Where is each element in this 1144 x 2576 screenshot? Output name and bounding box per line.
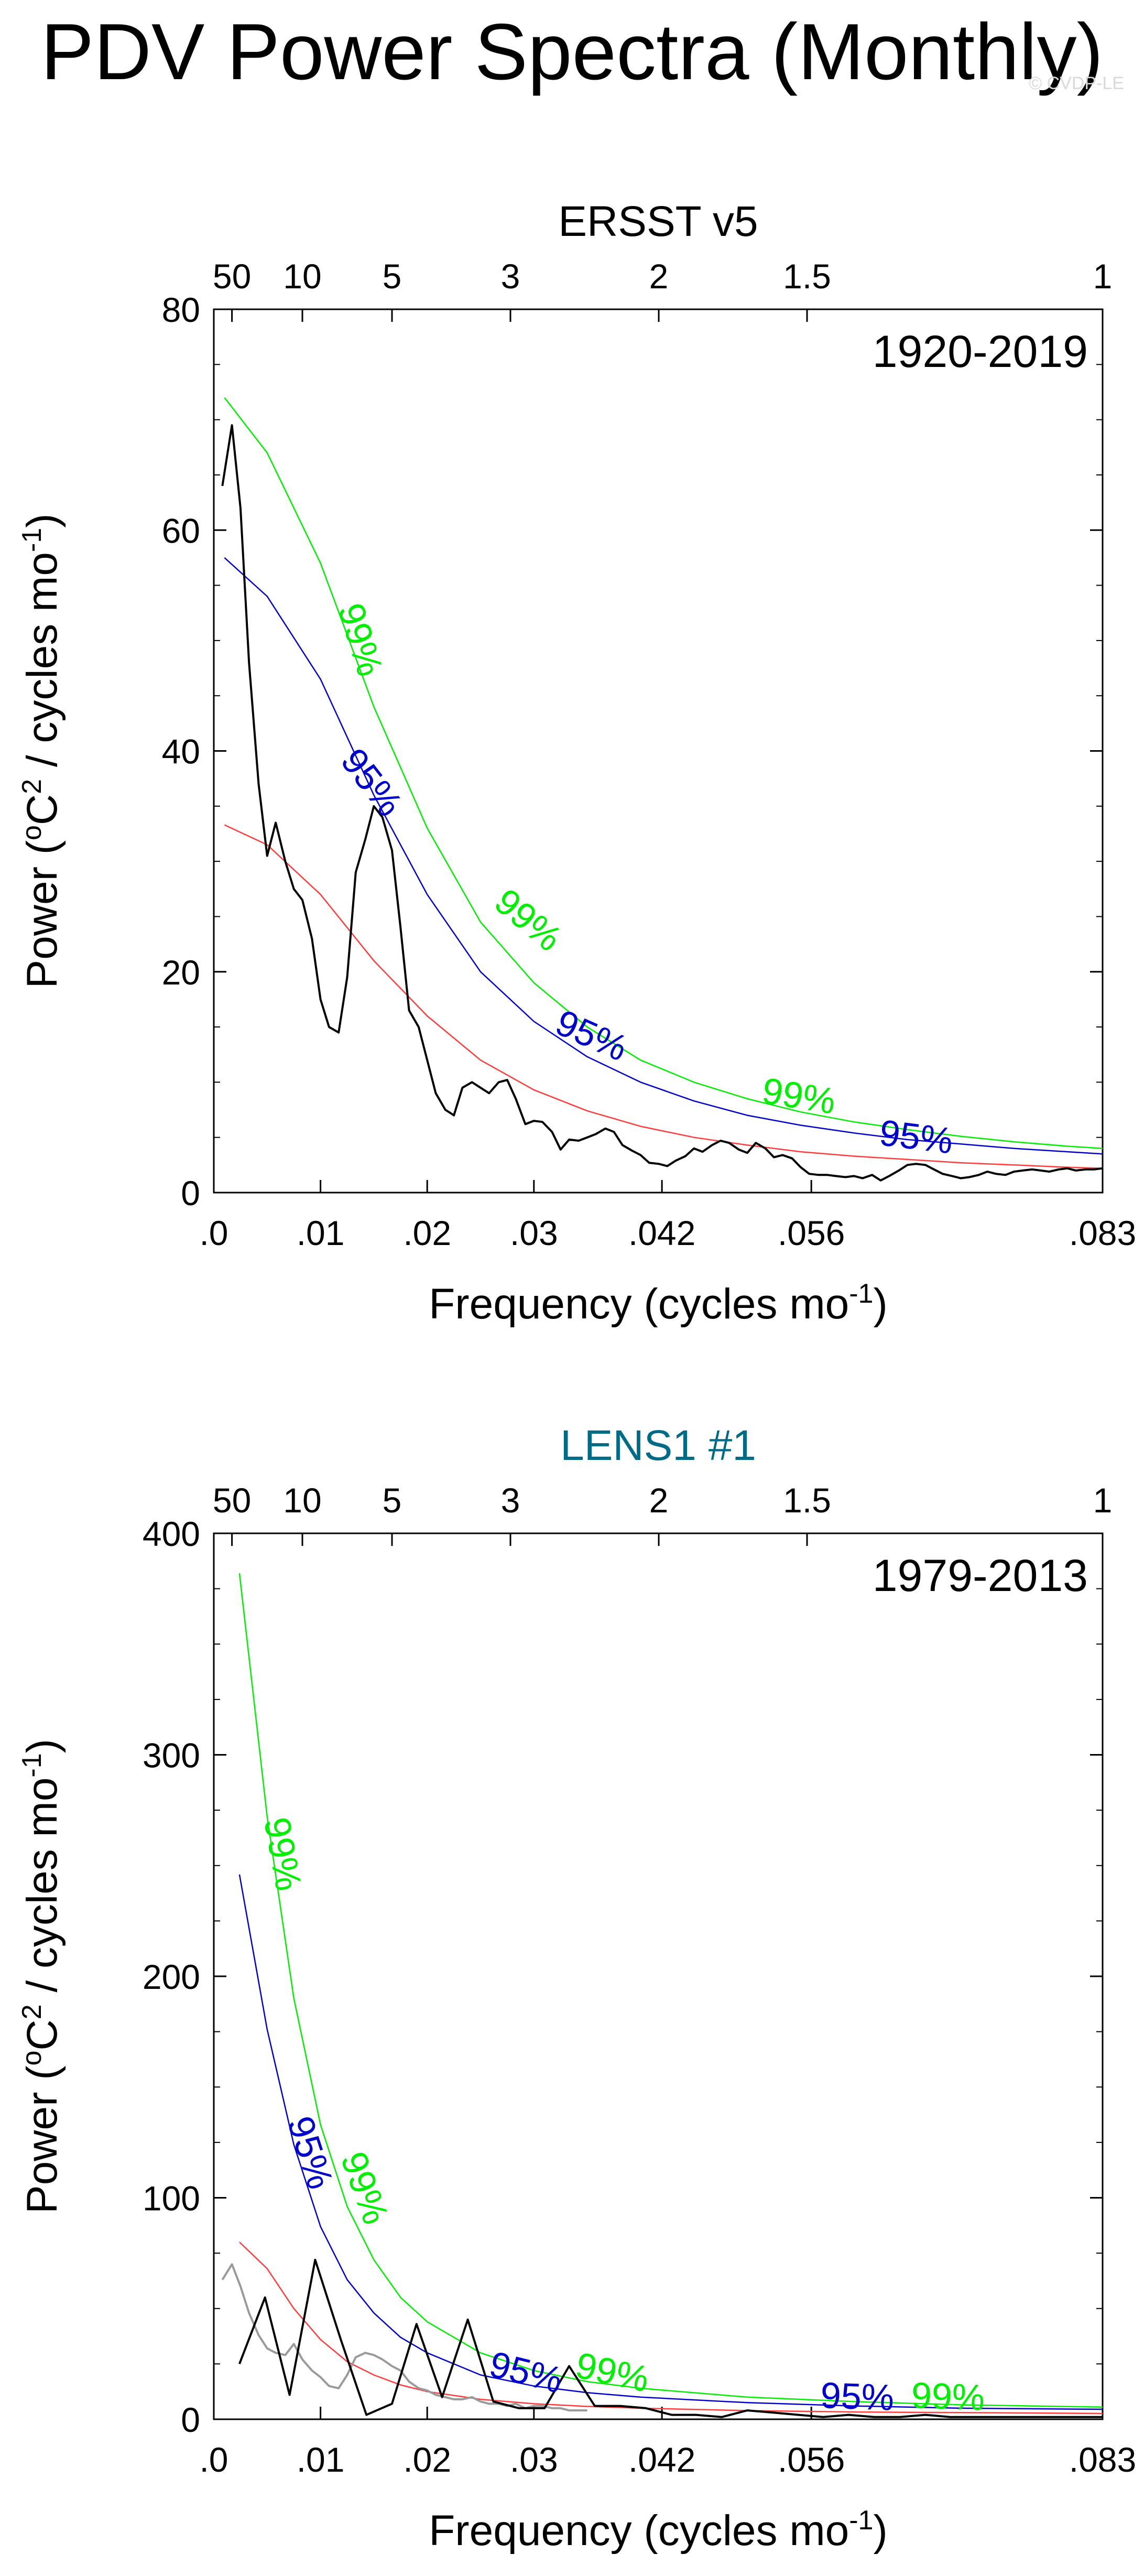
chart1-curve-label: 99% [487, 881, 569, 959]
chart1-top-tick-label: 5 [383, 257, 402, 296]
page-title: PDV Power Spectra (Monthly) [40, 7, 1104, 96]
chart1-x-tick-label: .02 [403, 1214, 451, 1252]
chart1-y-tick-label: 0 [181, 1174, 200, 1213]
chart1-top-tick-label: 1.5 [783, 257, 831, 296]
chart2-curve-label: 95% [485, 2343, 566, 2401]
chart2-x-axis-title: Frequency (cycles mo-1) [429, 2505, 888, 2555]
chart1-chart-title: ERSST v5 [558, 198, 758, 245]
chart2-y-tick-label: 300 [143, 1736, 200, 1775]
chart2-top-tick-label: 10 [283, 1481, 321, 1520]
chart1-x-tick-label: .083 [1069, 1214, 1136, 1252]
chart2-top-tick-label: 3 [501, 1481, 520, 1520]
chart1-plot-frame [213, 308, 1104, 1194]
chart1-y-tick-label: 40 [162, 732, 200, 771]
chart2-top-tick-label: 1.5 [783, 1481, 831, 1520]
chart1-curve-label: 99% [330, 599, 391, 681]
chart2-top-tick-label: 1 [1093, 1481, 1113, 1520]
chart1-series-99-line [224, 397, 1103, 1150]
chart2-curve-label: 99% [911, 2375, 986, 2418]
chart1-top-tick-label: 50 [213, 257, 251, 296]
chart2-curve-label: 99% [256, 1814, 309, 1894]
chart1-x-tick-label: .01 [297, 1214, 345, 1252]
chart1-curve-label: 99% [759, 1070, 838, 1122]
chart1-x-axis-title: Frequency (cycles mo-1) [429, 1279, 888, 1328]
watermark: © CVDP-LE [1029, 73, 1124, 93]
chart1-x-tick-label: .03 [510, 1214, 558, 1252]
chart1-series-spectrum-line [221, 424, 1103, 1182]
chart2-y-tick-label: 0 [181, 2400, 200, 2439]
chart2-top-tick-label: 50 [213, 1481, 251, 1520]
chart2-x-tick-label: .02 [403, 2440, 451, 2479]
chart2-curve-label: 99% [333, 2147, 397, 2229]
chart1-y-tick-label: 60 [162, 511, 200, 550]
chart1-y-tick-label: 20 [162, 953, 200, 992]
chart2-y-tick-label: 200 [143, 1957, 200, 1996]
chart2-chart-title: LENS1 #1 [560, 1422, 756, 1469]
chart2-curve-label: 95% [280, 2112, 341, 2194]
chart2-x-tick-label: .03 [510, 2440, 558, 2479]
chart1-y-axis-title: Power (oC2 / cycles mo-1) [17, 513, 66, 988]
chart1-top-tick-label: 1 [1093, 257, 1113, 296]
chart1-series-95-line [224, 557, 1103, 1155]
chart2-x-tick-label: .083 [1069, 2440, 1136, 2479]
chart2-y-tick-label: 400 [143, 1514, 200, 1553]
chart1-top-tick-label: 2 [649, 257, 669, 296]
chart2-series-black-spectrum-line [238, 2258, 1103, 2418]
chart2-series-99-line [238, 1573, 1103, 2408]
chart1-x-tick-label: .056 [778, 1214, 845, 1252]
chart2-top-tick-label: 5 [383, 1481, 402, 1520]
chart1-period-label: 1920-2019 [873, 327, 1088, 377]
chart1-top-tick-label: 10 [283, 257, 321, 296]
chart1-curve-label: 95% [333, 741, 411, 824]
chart2-x-tick-label: .0 [199, 2440, 228, 2479]
chart2-plot-frame [213, 1532, 1104, 2420]
chart1-x-tick-label: .0 [199, 1214, 228, 1252]
chart1-curve-label: 95% [877, 1112, 955, 1161]
chart1-y-tick-label: 80 [162, 290, 200, 329]
chart2-y-axis-title: Power (oC2 / cycles mo-1) [17, 1739, 66, 2214]
chart2-x-tick-label: .042 [628, 2440, 695, 2479]
chart1-series-red-noise-line [224, 824, 1103, 1169]
chart2-y-tick-label: 100 [143, 2179, 200, 2218]
chart2-x-tick-label: .01 [297, 2440, 345, 2479]
chart2-x-tick-label: .056 [778, 2440, 845, 2479]
chart1-x-tick-label: .042 [628, 1214, 695, 1252]
chart1-top-tick-label: 3 [501, 257, 520, 296]
chart2-series-95-line [238, 1874, 1103, 2410]
chart2-curve-label: 95% [820, 2375, 895, 2418]
chart2-series-red-noise-line [239, 2242, 1103, 2415]
chart2-period-label: 1979-2013 [873, 1551, 1088, 1601]
chart2-top-tick-label: 2 [649, 1481, 669, 1520]
